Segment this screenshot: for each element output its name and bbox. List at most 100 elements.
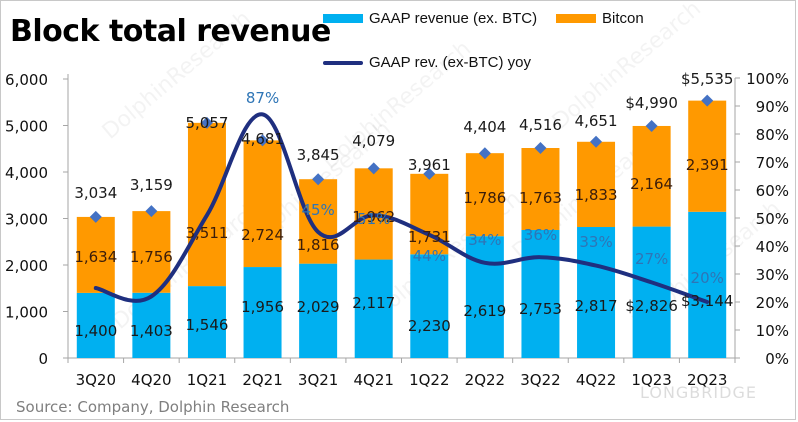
bar-gaap: [76, 292, 115, 358]
total-marker: [423, 167, 436, 180]
bar-gaap: [632, 226, 671, 358]
x-axis-tick-label: 4Q22: [576, 371, 616, 389]
source-note: Source: Company, Dolphin Research: [16, 398, 290, 416]
bar-bitcoin: [632, 125, 671, 227]
data-label-yoy: 44%: [413, 247, 446, 265]
legend-label-yoy: GAAP rev. (ex-BTC) yoy: [369, 54, 531, 71]
data-label-gaap: 2,230: [408, 317, 451, 335]
data-label-yoy: 87%: [246, 89, 279, 107]
total-marker: [89, 210, 102, 223]
data-label-bitcoin: 1,763: [519, 189, 562, 207]
bar-bitcoin: [521, 148, 560, 230]
total-marker: [145, 205, 158, 218]
right-axis-tick-label: 70%: [756, 154, 789, 172]
data-label-yoy: 34%: [468, 231, 501, 249]
longbridge-watermark: LONGBRIDGE: [640, 383, 757, 402]
data-label-bitcoin: 1,962: [352, 208, 395, 226]
data-label-yoy: 51%: [357, 210, 390, 228]
data-label-yoy: 33%: [579, 233, 612, 251]
legend-item-bitcoin: Bitcon: [556, 10, 644, 27]
bar-gaap: [521, 229, 560, 358]
chart-title: Block total revenue: [10, 14, 331, 49]
data-label-total: 4,404: [463, 118, 506, 136]
data-label-gaap: 2,029: [297, 298, 340, 316]
total-marker: [200, 116, 213, 129]
bar-bitcoin: [299, 179, 338, 264]
right-axis-tick-label: 100%: [746, 70, 789, 88]
data-label-yoy: 27%: [635, 250, 668, 268]
data-label-bitcoin: 2,391: [686, 156, 729, 174]
bar-bitcoin: [132, 211, 171, 293]
right-axis-tick-label: 20%: [756, 294, 789, 312]
total-marker: [367, 162, 380, 175]
total-marker: [256, 134, 269, 147]
bar-gaap: [688, 211, 727, 358]
right-axis-tick-label: 60%: [756, 182, 789, 200]
data-label-bitcoin: 1,816: [297, 236, 340, 254]
right-axis-tick-label: 30%: [756, 266, 789, 284]
bar-bitcoin: [688, 100, 727, 212]
legend-swatch-bitcoin: [556, 14, 596, 23]
left-axis-tick-label: 4,000: [5, 164, 48, 182]
data-label-total: 3,034: [74, 184, 117, 202]
left-axis-tick-label: 0: [38, 350, 48, 368]
data-label-total: 3,845: [297, 146, 340, 164]
total-marker: [534, 142, 547, 155]
data-label-total: 4,651: [575, 112, 618, 130]
data-label-gaap: 1,400: [74, 322, 117, 340]
right-axis-tick-label: 0%: [765, 350, 789, 368]
x-axis-tick-label: 3Q20: [76, 371, 116, 389]
x-axis-tick-label: 4Q21: [353, 371, 393, 389]
legend-item-gaap: GAAP revenue (ex. BTC): [323, 10, 537, 27]
total-marker: [645, 119, 658, 132]
x-axis-tick-label: 4Q20: [131, 371, 171, 389]
total-marker: [478, 147, 491, 160]
data-label-gaap: 1,546: [185, 316, 228, 334]
left-axis-tick-label: 1,000: [5, 304, 48, 322]
data-label-bitcoin: 2,724: [241, 226, 284, 244]
bar-gaap: [132, 292, 171, 358]
bar-bitcoin: [187, 122, 226, 287]
bar-bitcoin: [76, 216, 115, 293]
x-axis-tick-label: 3Q21: [298, 371, 338, 389]
legend-swatch-gaap: [323, 14, 363, 23]
left-axis-tick-label: 3,000: [5, 211, 48, 229]
data-label-yoy: 45%: [301, 201, 334, 219]
left-axis-tick-label: 5,000: [5, 118, 48, 136]
data-label-gaap: $3,144: [681, 292, 734, 310]
yoy-line: [93, 112, 710, 304]
data-label-bitcoin: 1,634: [74, 248, 117, 266]
x-axis-tick-label: 1Q21: [187, 371, 227, 389]
data-label-bitcoin: 1,756: [130, 248, 173, 266]
bar-bitcoin: [465, 153, 504, 237]
data-label-bitcoin: 1,833: [575, 186, 618, 204]
data-label-bitcoin: 1,786: [463, 189, 506, 207]
data-label-bitcoin: 3,511: [185, 224, 228, 242]
bar-gaap: [354, 259, 393, 358]
x-axis-tick-label: 2Q21: [242, 371, 282, 389]
bar-gaap: [187, 286, 226, 358]
bar-bitcoin: [243, 140, 282, 268]
right-axis-tick-label: 40%: [756, 238, 789, 256]
data-label-total: $4,990: [625, 94, 678, 112]
legend-item-yoy: GAAP rev. (ex-BTC) yoy: [323, 54, 531, 71]
x-axis-tick-label: 2Q23: [687, 371, 727, 389]
x-axis-tick-label: 3Q22: [520, 371, 560, 389]
data-label-gaap: 2,117: [352, 294, 395, 312]
data-label-gaap: $2,826: [625, 297, 678, 315]
data-label-gaap: 2,753: [519, 300, 562, 318]
data-label-yoy: 36%: [524, 226, 557, 244]
legend-swatch-yoy: [323, 60, 363, 65]
bar-gaap: [410, 254, 449, 358]
x-axis-tick-label: 2Q22: [465, 371, 505, 389]
left-axis-tick-label: 2,000: [5, 257, 48, 275]
data-label-total: 3,961: [408, 156, 451, 174]
legend-label-bitcoin: Bitcon: [602, 10, 644, 27]
data-label-gaap: 2,619: [463, 302, 506, 320]
x-axis-tick-label: 1Q22: [409, 371, 449, 389]
data-label-bitcoin: 1,731: [408, 228, 451, 246]
data-label-total: 3,159: [130, 176, 173, 194]
data-label-total: 4,516: [519, 116, 562, 134]
